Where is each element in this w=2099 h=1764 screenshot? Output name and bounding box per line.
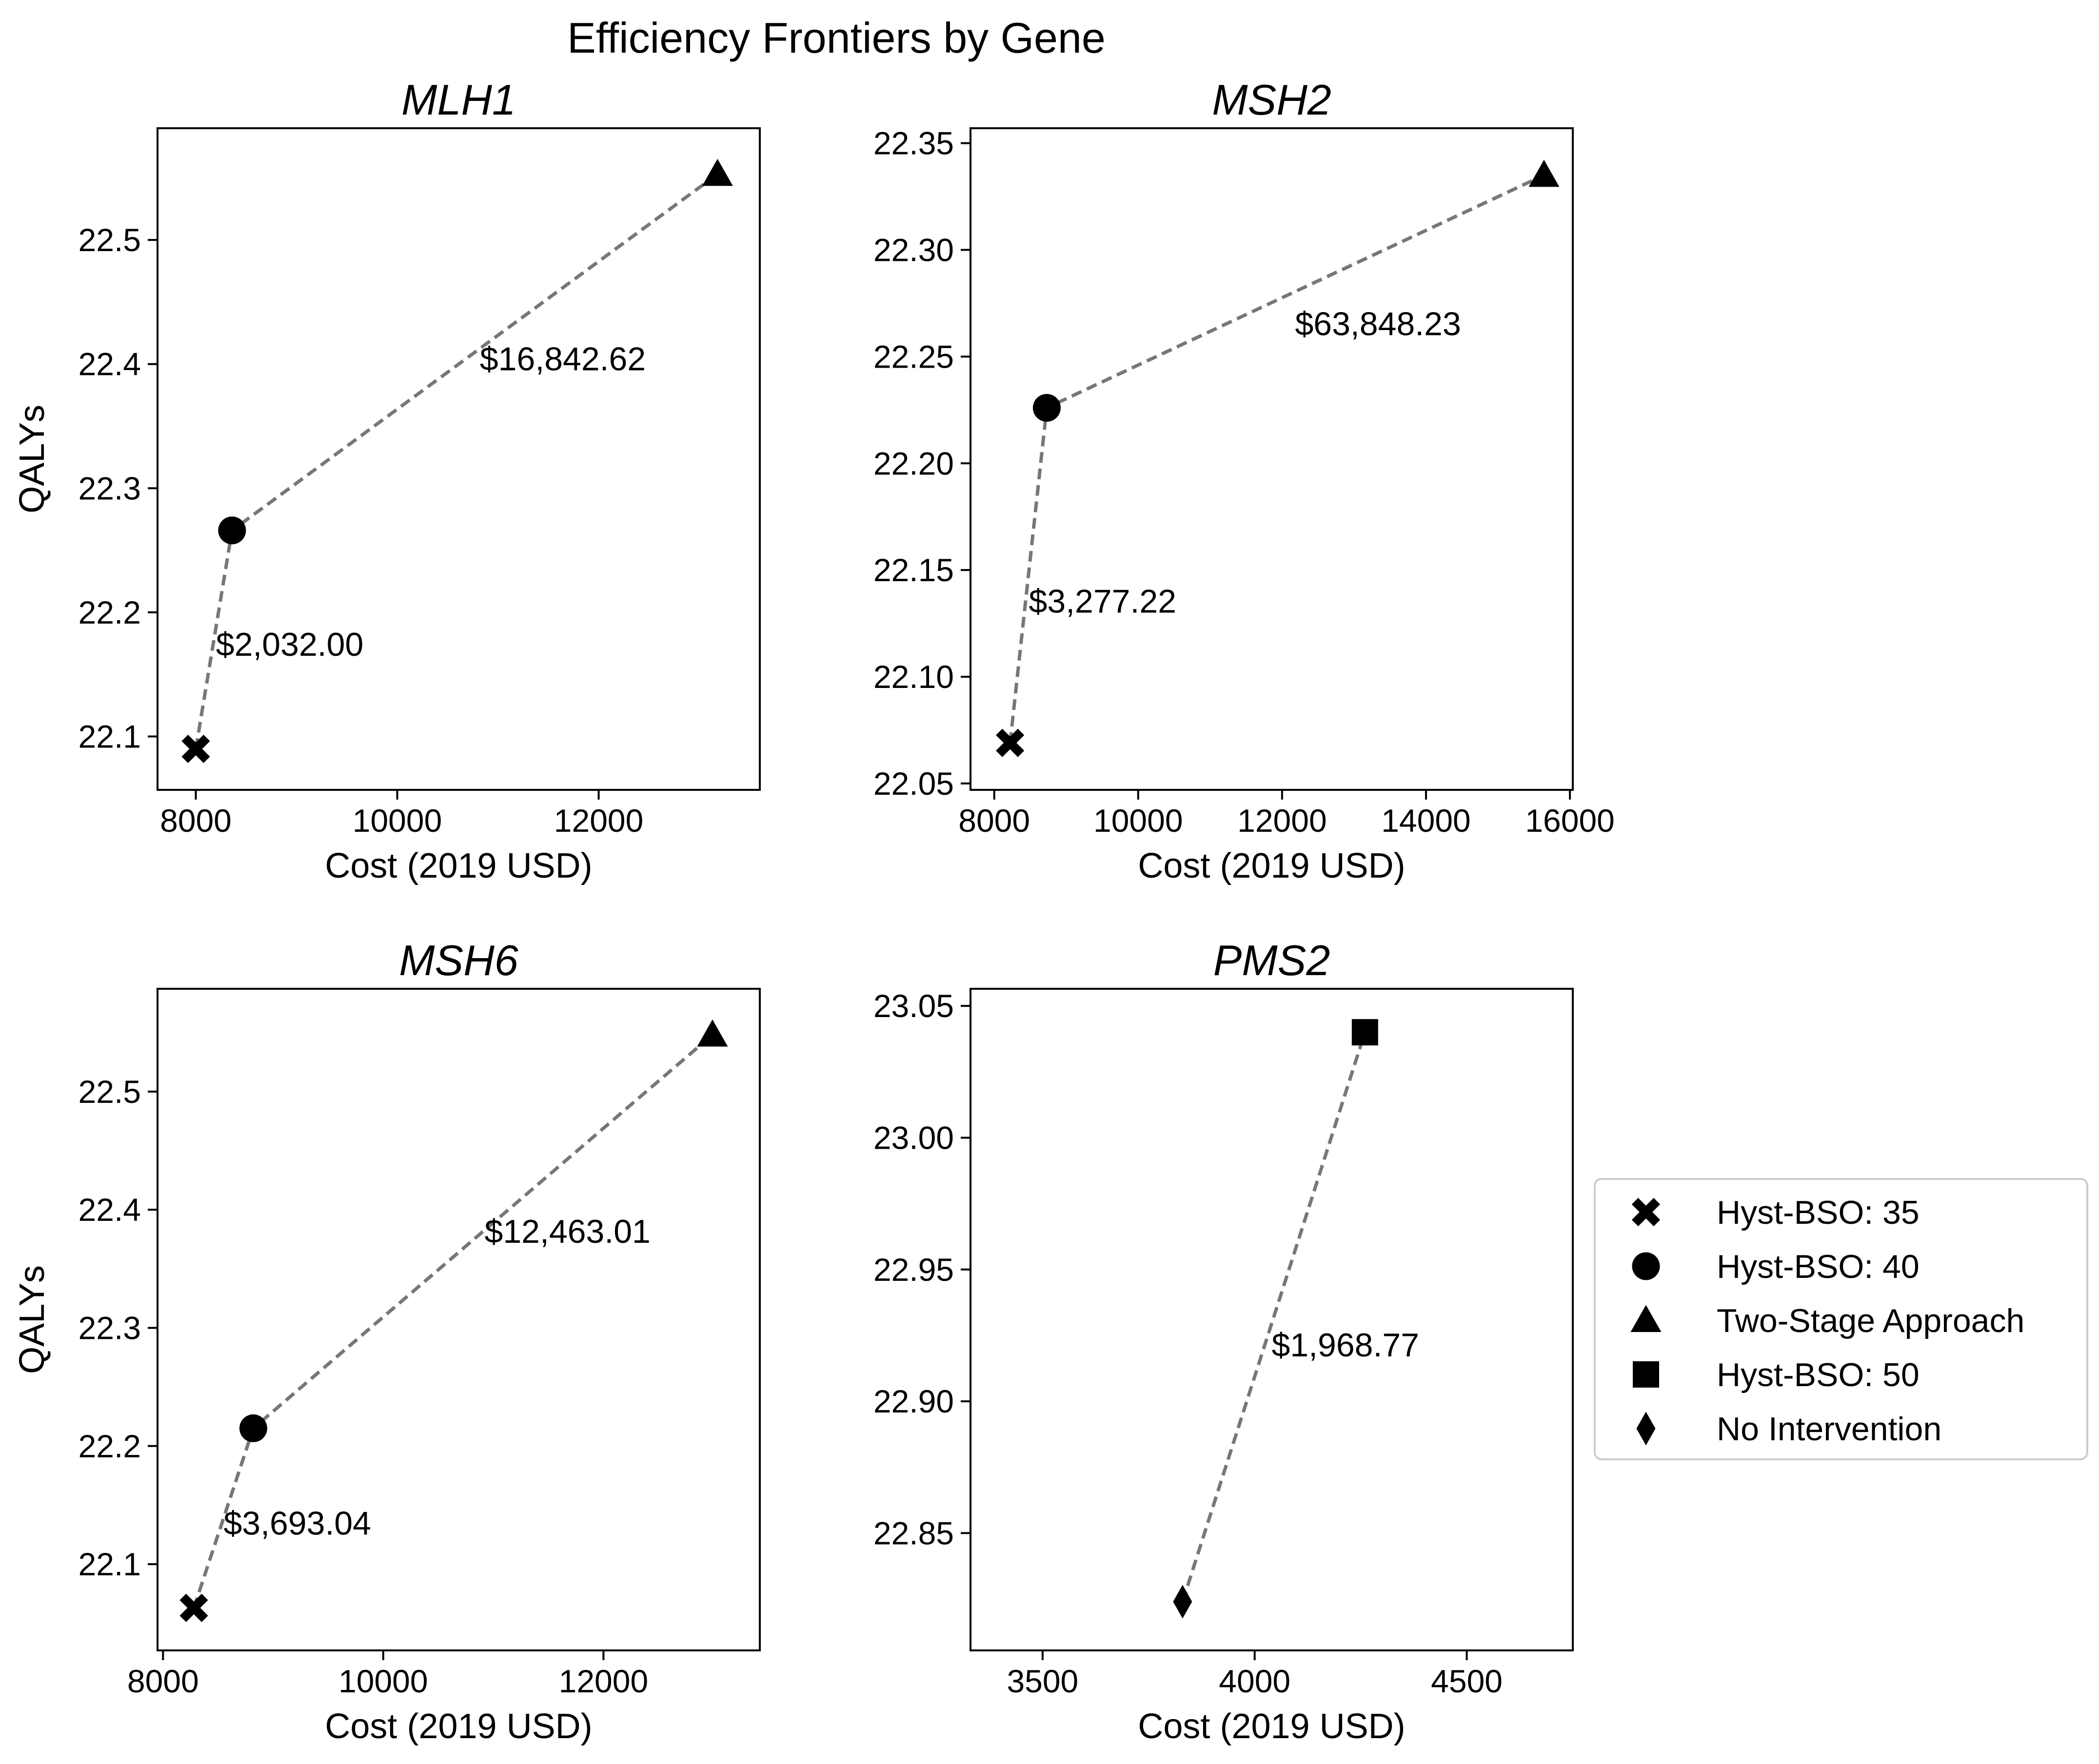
x-axis-label: Cost (2019 USD) [325, 846, 592, 885]
icer-annotation: $63,848.23 [1295, 306, 1461, 343]
data-point-diamond [1173, 1585, 1192, 1619]
y-tick-label: 22.1 [79, 719, 141, 755]
y-tick-label: 22.25 [873, 338, 954, 374]
x-tick-label: 12000 [559, 1663, 649, 1699]
y-tick-label: 22.2 [79, 594, 141, 630]
legend-label: Two-Stage Approach [1717, 1302, 2024, 1339]
legend-item: Hyst-BSO: 50 [1633, 1356, 1920, 1393]
data-point-circle [239, 1414, 267, 1442]
y-tick-label: 22.5 [79, 222, 141, 258]
panel-title: MLH1 [401, 76, 516, 124]
x-tick-label: 14000 [1381, 803, 1471, 839]
y-tick-label: 22.15 [873, 552, 954, 588]
y-axis-label: QALYs [13, 405, 52, 513]
y-tick-label: 23.05 [873, 988, 954, 1024]
panel-msh6: MSH6 8000 10000 12000 22.1 22.2 22.3 22.4 22.5 Co… [13, 936, 761, 1746]
icer-annotation: $3,277.22 [1029, 583, 1177, 620]
legend-item: Two-Stage Approach [1630, 1302, 2024, 1339]
y-tick-label: 22.10 [873, 659, 954, 695]
legend-item: No Intervention [1636, 1411, 1941, 1448]
x-tick-label: 8000 [127, 1663, 199, 1699]
data-point-triangle [697, 1019, 728, 1047]
circle-icon [1632, 1252, 1660, 1280]
y-tick-label: 22.85 [873, 1515, 954, 1551]
x-tick-label: 10000 [338, 1663, 428, 1699]
legend-label: No Intervention [1717, 1411, 1941, 1448]
panel-pms2: PMS2 3500 4000 4500 22.85 22.90 22.95 23.00 23.0… [13, 936, 1574, 1746]
legend-item: Hyst-BSO: 35 [1631, 1194, 1920, 1231]
legend-box [1594, 1178, 2088, 1460]
plot-frame [970, 127, 1574, 791]
x-tick-label: 8000 [160, 803, 232, 839]
legend-label: Hyst-BSO: 40 [1717, 1248, 1920, 1285]
plot-frame [157, 127, 761, 791]
x-tick-label: 3500 [1007, 1663, 1078, 1699]
plot-frame [157, 988, 761, 1651]
icer-annotation: $12,463.01 [485, 1213, 651, 1250]
y-tick-label: 22.3 [79, 470, 141, 506]
data-point-x [179, 1593, 208, 1622]
x-tick-label: 4500 [1431, 1663, 1503, 1699]
x-axis-label: Cost (2019 USD) [1138, 846, 1405, 885]
icer-annotation: $16,842.62 [480, 340, 646, 377]
y-tick-label: 22.2 [79, 1428, 141, 1464]
icer-annotation: $2,032.00 [216, 626, 364, 663]
panel-mlh1: MLH1 8000 10000 12000 22.1 22.2 22.3 22.4 22.5 Co… [13, 76, 761, 885]
y-tick-label: 22.4 [79, 346, 141, 382]
x-axis-label: Cost (2019 USD) [1138, 1707, 1405, 1746]
icer-annotation: $3,693.04 [223, 1505, 371, 1542]
icer-annotation: $1,968.77 [1272, 1327, 1420, 1364]
data-point-x [181, 734, 210, 764]
data-point-circle [1032, 393, 1061, 422]
frontier-line [1008, 174, 1545, 744]
y-axis-label: QALYs [13, 405, 52, 513]
y-axis-label: QALYs [13, 1265, 52, 1374]
data-point-triangle [702, 158, 733, 186]
y-tick-label: 22.35 [873, 125, 954, 161]
legend-label: Hyst-BSO: 50 [1717, 1356, 1920, 1393]
y-tick-label: 22.30 [873, 232, 954, 268]
chart-panels: MLH1 8000 10000 12000 22.1 22.2 22.3 22.4 22.5 Co… [13, 76, 1615, 1746]
x-tick-label: 12000 [1237, 803, 1327, 839]
y-tick-label: 22.4 [79, 1192, 141, 1228]
data-point-circle [218, 516, 246, 545]
y-tick-label: 22.05 [873, 765, 954, 802]
x-axis-label: Cost (2019 USD) [325, 1707, 592, 1746]
panel-msh2: MSH2 8000 10000 12000 14000 16000 22.05 22.10 22… [13, 76, 1615, 885]
y-tick-label: 22.5 [79, 1074, 141, 1110]
panel-title: PMS2 [1213, 936, 1330, 984]
data-point-x [996, 728, 1025, 757]
x-tick-label: 4000 [1219, 1663, 1290, 1699]
y-tick-label: 22.90 [873, 1383, 954, 1419]
diamond-icon [1636, 1411, 1656, 1446]
y-tick-label: 23.00 [873, 1119, 954, 1156]
panel-title: MSH6 [399, 936, 518, 984]
x-icon [1631, 1197, 1661, 1227]
legend-label: Hyst-BSO: 35 [1717, 1194, 1920, 1231]
x-tick-label: 8000 [958, 803, 1030, 839]
y-tick-label: 22.3 [79, 1310, 141, 1346]
x-tick-label: 10000 [1093, 803, 1183, 839]
y-tick-label: 22.95 [873, 1252, 954, 1288]
frontier-line [1181, 1032, 1367, 1603]
y-axis-label: QALYs [13, 1265, 52, 1374]
y-tick-label: 22.20 [873, 445, 954, 481]
square-icon [1633, 1361, 1659, 1388]
data-point-triangle [1528, 159, 1560, 187]
figure-title: Efficiency Frontiers by Gene [567, 14, 1106, 62]
plot-frame [970, 988, 1574, 1651]
triangle-icon [1630, 1305, 1662, 1332]
y-tick-label: 22.1 [79, 1546, 141, 1582]
x-tick-label: 10000 [353, 803, 442, 839]
data-point-square [1351, 1019, 1378, 1046]
legend-item: Hyst-BSO: 40 [1632, 1248, 1920, 1285]
legend: Hyst-BSO: 35 Hyst-BSO: 40 Two-Stage Approa… [1594, 1178, 2088, 1460]
panel-title: MSH2 [1212, 76, 1331, 124]
x-tick-label: 12000 [554, 803, 644, 839]
x-tick-label: 16000 [1525, 803, 1615, 839]
